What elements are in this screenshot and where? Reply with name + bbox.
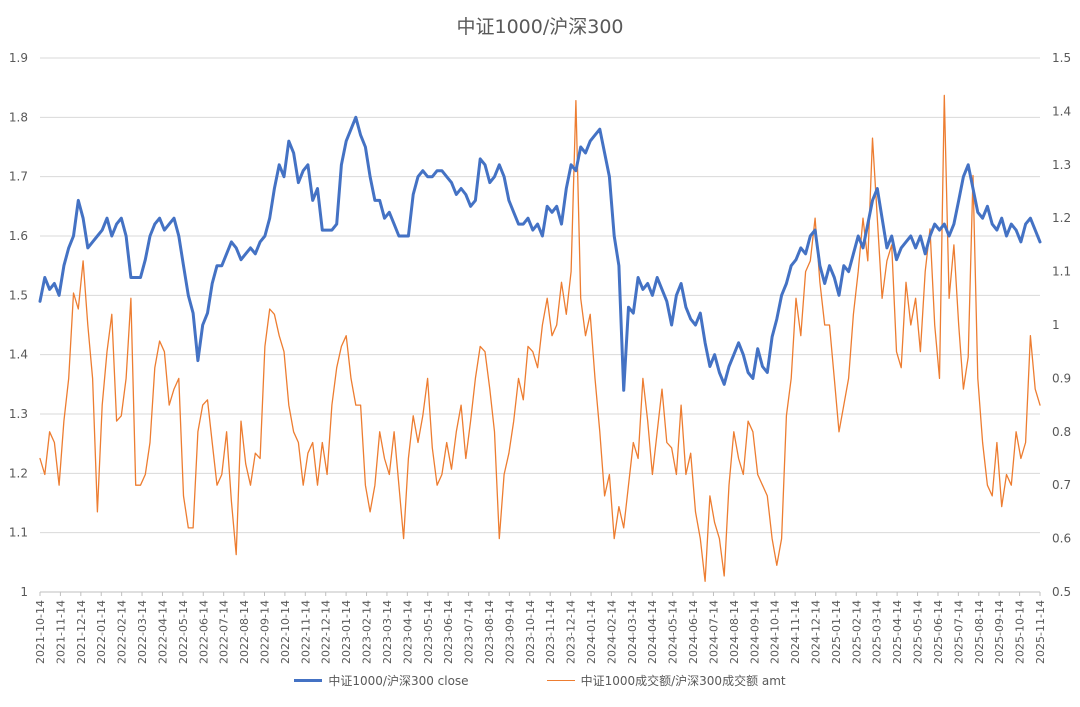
- x-tick-label: 2021-11-14: [54, 600, 67, 664]
- x-tick-label: 2023-08-14: [483, 600, 496, 664]
- x-tick-label: 2024-03-14: [626, 600, 639, 664]
- y-left-tick-label: 1.1: [9, 526, 28, 540]
- x-tick-label: 2025-05-14: [912, 600, 925, 664]
- chart-title: 中证1000/沪深300: [456, 16, 624, 38]
- x-tick-label: 2022-06-14: [197, 600, 210, 664]
- legend-swatch-close: [294, 679, 323, 682]
- y-right-tick-label: 0.9: [1052, 371, 1071, 385]
- x-tick-label: 2021-10-14: [34, 600, 47, 664]
- x-tick-label: 2025-08-14: [973, 600, 986, 664]
- y-right-tick-label: 0.6: [1052, 532, 1071, 546]
- x-tick-label: 2025-07-14: [952, 600, 965, 664]
- y-right-tick-label: 1.5: [1052, 51, 1071, 65]
- y-left-tick-label: 1.2: [9, 466, 28, 480]
- x-tick-label: 2025-09-14: [993, 600, 1006, 664]
- legend: 中证1000/沪深300 close 中证1000成交额/沪深300成交额 am…: [0, 672, 1080, 689]
- x-tick-label: 2024-09-14: [748, 600, 761, 664]
- legend-label-close: 中证1000/沪深300 close: [328, 674, 469, 688]
- legend-label-amt: 中证1000成交额/沪深300成交额 amt: [580, 674, 786, 688]
- x-tick-label: 2024-11-14: [789, 600, 802, 664]
- x-tick-label: 2022-11-14: [299, 600, 312, 664]
- x-tick-label: 2022-10-14: [279, 600, 292, 664]
- legend-item-close: 中证1000/沪深300 close: [294, 672, 469, 689]
- y-right-tick-label: 0.5: [1052, 585, 1071, 599]
- y-left-tick-label: 1.8: [9, 110, 28, 124]
- x-tick-label: 2023-04-14: [401, 600, 414, 664]
- x-tick-label: 2024-07-14: [707, 600, 720, 664]
- x-tick-label: 2025-11-14: [1034, 600, 1047, 664]
- x-tick-label: 2023-10-14: [524, 600, 537, 664]
- series-group: [38, 94, 1042, 582]
- x-tick-label: 2023-01-14: [340, 600, 353, 664]
- y-right-tick-label: 1.4: [1052, 104, 1071, 118]
- y-right-tick-label: 0.8: [1052, 425, 1071, 439]
- x-tick-label: 2025-06-14: [932, 600, 945, 664]
- y-right-tick-label: 1.3: [1052, 158, 1071, 172]
- y-left-tick-label: 1.9: [9, 51, 28, 65]
- x-tick-label: 2024-04-14: [646, 600, 659, 664]
- x-tick-label: 2023-12-14: [565, 600, 578, 664]
- x-tick-label: 2022-07-14: [218, 600, 231, 664]
- y-left-tick-label: 1.3: [9, 407, 28, 421]
- x-tick-label: 2025-03-14: [871, 600, 884, 664]
- x-tick-label: 2022-02-14: [116, 600, 129, 664]
- x-tick-label: 2024-06-14: [687, 600, 700, 664]
- y-left-tick-label: 1.5: [9, 288, 28, 302]
- x-tick-label: 2025-02-14: [850, 600, 863, 664]
- y-left-tick-label: 1: [20, 585, 28, 599]
- x-tick-label: 2024-10-14: [769, 600, 782, 664]
- y-right-tick-label: 1.2: [1052, 211, 1071, 225]
- x-tick-label: 2025-01-14: [830, 600, 843, 664]
- x-tick-label: 2024-01-14: [585, 600, 598, 664]
- y-right-tick-label: 1.1: [1052, 265, 1071, 279]
- x-tick-label: 2022-01-14: [95, 600, 108, 664]
- series-line-amt: [39, 94, 1041, 582]
- x-tick-label: 2023-09-14: [503, 600, 516, 664]
- x-tick-label: 2022-12-14: [320, 600, 333, 664]
- y-right-tick-label: 0.7: [1052, 478, 1071, 492]
- x-tick-label: 2023-06-14: [442, 600, 455, 664]
- x-tick-label: 2021-12-14: [75, 600, 88, 664]
- x-tick-label: 2023-05-14: [422, 600, 435, 664]
- x-tick-label: 2025-04-14: [891, 600, 904, 664]
- gridlines: [40, 57, 1040, 593]
- y-left-tick-label: 1.7: [9, 170, 28, 184]
- y-left-tick-label: 1.4: [9, 348, 28, 362]
- x-tick-label: 2022-04-14: [156, 600, 169, 664]
- legend-swatch-amt: [546, 680, 575, 681]
- legend-item-amt: 中证1000成交额/沪深300成交额 amt: [546, 672, 786, 689]
- y-left-tick-label: 1.6: [9, 229, 28, 243]
- x-tick-label: 2023-02-14: [361, 600, 374, 664]
- y-right-tick-label: 1: [1052, 318, 1060, 332]
- series-line-close: [38, 115, 1042, 392]
- x-tick-label: 2024-08-14: [728, 600, 741, 664]
- x-tick-label: 2023-03-14: [381, 600, 394, 664]
- x-tick-label: 2022-03-14: [136, 600, 149, 664]
- x-tick-label: 2024-05-14: [667, 600, 680, 664]
- x-tick-label: 2023-07-14: [463, 600, 476, 664]
- x-tick-label: 2024-12-14: [810, 600, 823, 664]
- x-tick-label: 2023-11-14: [544, 600, 557, 664]
- x-axis: 2021-10-14 2021-11-14 2021-12-14 2022-01-14…: [34, 591, 1047, 664]
- y-axis-right: 0.5 0.6 0.7 0.8 0.9 1 1.1 1.2 1.3 1.4 1.5: [1052, 51, 1071, 599]
- x-tick-label: 2025-10-14: [1014, 600, 1027, 664]
- y-axis-left: 1 1.1 1.2 1.3 1.4 1.5 1.6 1.7 1.8 1.9: [9, 51, 28, 599]
- x-tick-label: 2024-02-14: [605, 600, 618, 664]
- x-tick-label: 2022-05-14: [177, 600, 190, 664]
- x-tick-label: 2022-09-14: [258, 600, 271, 664]
- x-tick-label: 2022-08-14: [238, 600, 251, 664]
